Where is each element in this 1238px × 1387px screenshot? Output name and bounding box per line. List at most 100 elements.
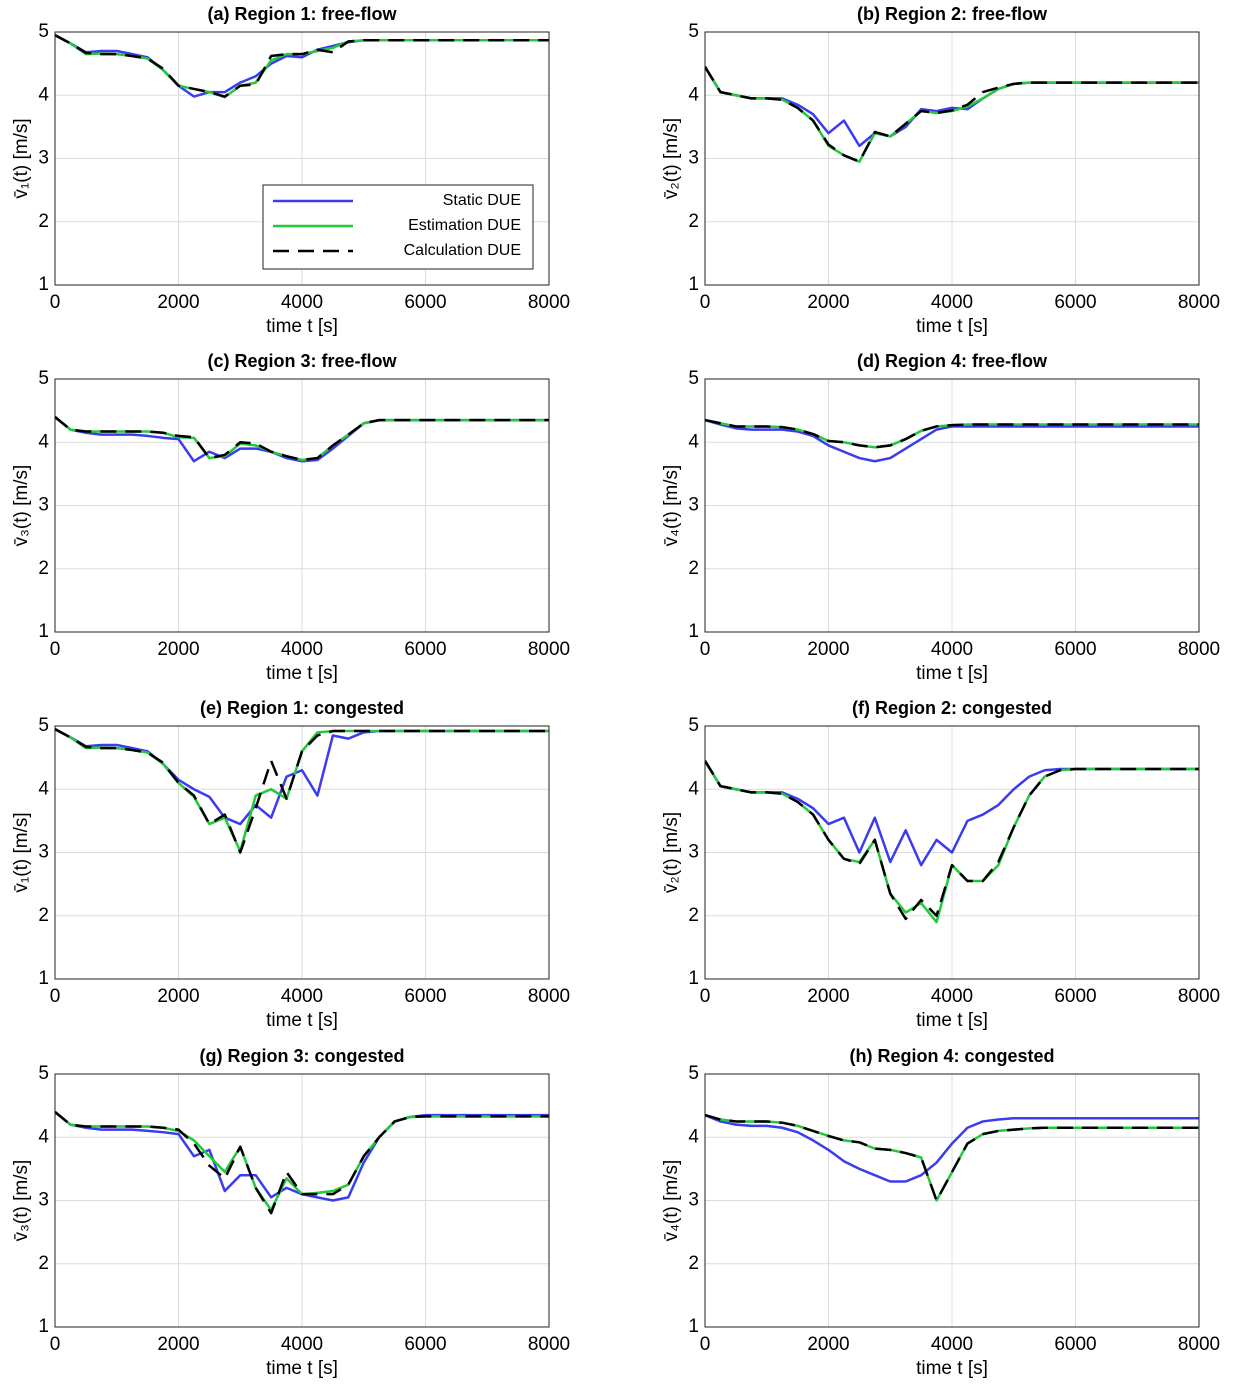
- y-tick-label: 1: [688, 1316, 699, 1337]
- y-tick-label: 3: [38, 495, 49, 516]
- x-tick-label: 4000: [931, 986, 973, 1007]
- y-tick-label: 1: [38, 1316, 49, 1337]
- series-line: [55, 34, 549, 98]
- y-tick-label: 1: [688, 621, 699, 642]
- x-tick-label: 8000: [1178, 1334, 1220, 1355]
- y-tick-label: 3: [38, 842, 49, 863]
- chart-title: (b) Region 2: free-flow: [857, 4, 1048, 24]
- series-line: [705, 1113, 1199, 1183]
- x-axis-label: time t [s]: [266, 316, 338, 337]
- x-tick-label: 6000: [404, 292, 446, 313]
- y-tick-label: 4: [688, 778, 699, 799]
- x-axis-label: time t [s]: [266, 663, 338, 684]
- x-tick-label: 8000: [528, 986, 570, 1007]
- x-tick-label: 2000: [807, 1334, 849, 1355]
- x-tick-label: 0: [50, 292, 61, 313]
- x-axis-label: time t [s]: [916, 316, 988, 337]
- legend-label: Calculation DUE: [404, 242, 521, 259]
- x-tick-label: 0: [700, 639, 711, 660]
- x-axis-label: time t [s]: [266, 1010, 338, 1031]
- x-tick-label: 2000: [157, 1334, 199, 1355]
- y-tick-label: 1: [38, 274, 49, 295]
- y-tick-label: 4: [38, 1126, 49, 1147]
- chart-title: (e) Region 1: congested: [200, 698, 404, 718]
- y-axis-label: v̄₄(t) [m/s]: [661, 1160, 682, 1242]
- x-tick-label: 0: [700, 986, 711, 1007]
- y-tick-label: 2: [688, 905, 699, 926]
- y-tick-label: 3: [688, 1190, 699, 1211]
- y-tick-label: 2: [688, 211, 699, 232]
- chart-title: (c) Region 3: free-flow: [207, 351, 397, 371]
- x-tick-label: 8000: [1178, 292, 1220, 313]
- y-tick-label: 3: [688, 148, 699, 169]
- chart-title: (g) Region 3: congested: [199, 1046, 404, 1066]
- y-tick-label: 5: [38, 21, 49, 42]
- x-tick-label: 0: [50, 986, 61, 1007]
- series-line: [705, 418, 1199, 449]
- y-axis-label: v̄₄(t) [m/s]: [661, 465, 682, 547]
- y-axis-label: v̄₂(t) [m/s]: [661, 812, 682, 893]
- chart-title: (h) Region 4: congested: [849, 1046, 1054, 1066]
- y-axis-label: v̄₃(t) [m/s]: [11, 465, 32, 547]
- y-axis-label: v̄₂(t) [m/s]: [661, 118, 682, 199]
- plot-frame: [704, 725, 1200, 980]
- y-tick-label: 3: [38, 1190, 49, 1211]
- series-line: [705, 418, 1199, 463]
- y-tick-label: 5: [688, 715, 699, 736]
- x-tick-label: 6000: [404, 986, 446, 1007]
- plot-frame: [54, 378, 550, 633]
- chart-title: (a) Region 1: free-flow: [207, 4, 397, 24]
- x-tick-label: 2000: [807, 639, 849, 660]
- x-tick-label: 4000: [281, 292, 323, 313]
- x-tick-label: 2000: [157, 986, 199, 1007]
- x-tick-label: 8000: [528, 1334, 570, 1355]
- plot-frame: [704, 378, 1200, 633]
- series-line: [55, 415, 549, 462]
- x-tick-label: 4000: [281, 1334, 323, 1355]
- y-tick-label: 4: [38, 431, 49, 452]
- y-tick-label: 2: [38, 1253, 49, 1274]
- x-axis-label: time t [s]: [266, 1358, 338, 1379]
- y-tick-label: 2: [38, 558, 49, 579]
- x-tick-label: 6000: [1054, 292, 1096, 313]
- y-tick-label: 5: [38, 715, 49, 736]
- y-tick-label: 1: [38, 621, 49, 642]
- x-tick-label: 6000: [1054, 986, 1096, 1007]
- y-tick-label: 5: [38, 368, 49, 389]
- x-tick-label: 4000: [281, 639, 323, 660]
- y-tick-label: 4: [38, 778, 49, 799]
- x-axis-label: time t [s]: [916, 1010, 988, 1031]
- y-axis-label: v̄₁(t) [m/s]: [11, 812, 32, 892]
- y-tick-label: 4: [688, 84, 699, 105]
- series-line: [705, 1113, 1199, 1202]
- x-tick-label: 6000: [1054, 1334, 1096, 1355]
- y-tick-label: 5: [688, 368, 699, 389]
- x-tick-label: 6000: [404, 1334, 446, 1355]
- y-tick-label: 4: [688, 431, 699, 452]
- series-line: [705, 760, 1199, 921]
- x-tick-label: 6000: [404, 639, 446, 660]
- x-tick-label: 0: [50, 639, 61, 660]
- plot-frame: [54, 1073, 550, 1328]
- y-axis-label: v̄₁(t) [m/s]: [11, 118, 32, 198]
- y-tick-label: 5: [688, 1063, 699, 1084]
- x-tick-label: 2000: [157, 639, 199, 660]
- x-tick-label: 4000: [931, 292, 973, 313]
- x-axis-label: time t [s]: [916, 663, 988, 684]
- y-tick-label: 5: [688, 21, 699, 42]
- plot-frame: [54, 725, 550, 980]
- x-tick-label: 0: [50, 1334, 61, 1355]
- series-line: [55, 1110, 549, 1215]
- plot-frame: [704, 31, 1200, 286]
- x-tick-label: 4000: [931, 1334, 973, 1355]
- x-tick-label: 8000: [528, 292, 570, 313]
- y-tick-label: 3: [38, 148, 49, 169]
- y-tick-label: 1: [688, 968, 699, 989]
- y-tick-label: 1: [38, 968, 49, 989]
- x-tick-label: 2000: [807, 292, 849, 313]
- y-tick-label: 4: [688, 1126, 699, 1147]
- legend-label: Estimation DUE: [408, 217, 521, 234]
- plot-frame: [704, 1073, 1200, 1328]
- y-tick-label: 1: [688, 274, 699, 295]
